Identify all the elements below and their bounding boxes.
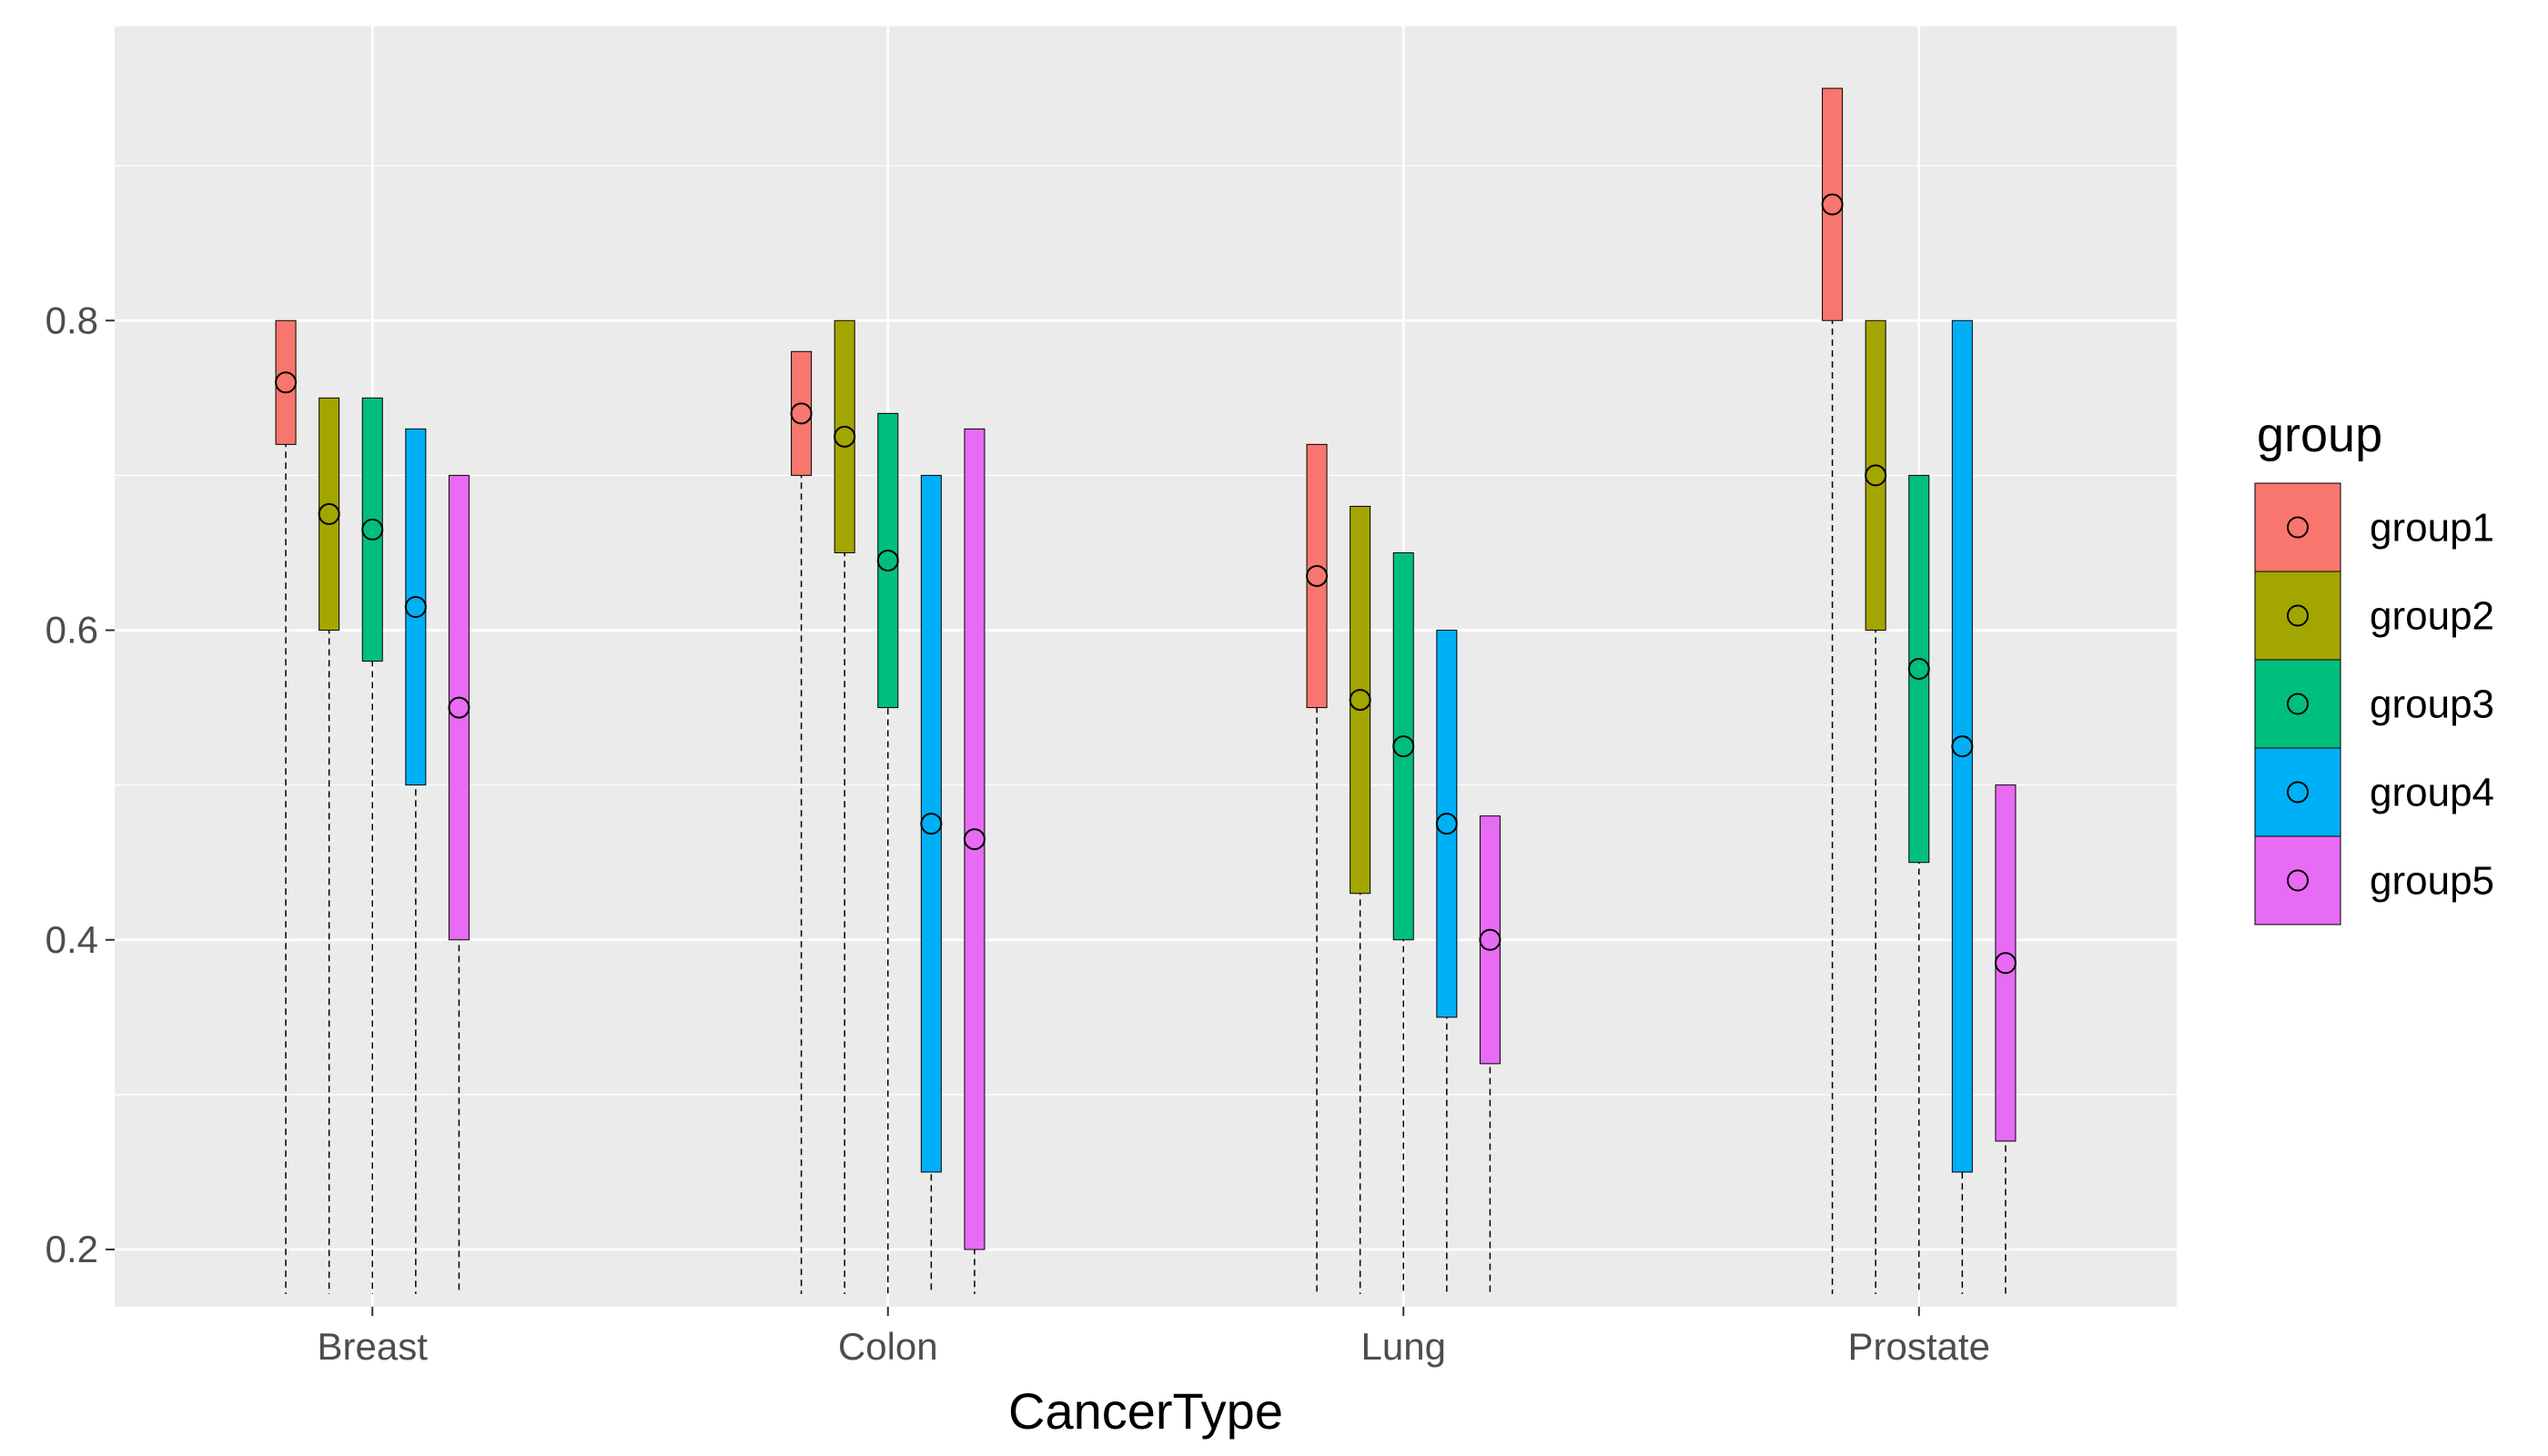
crossbar-group4-Colon (920, 474, 942, 1173)
crossbar-group3-Colon (877, 412, 899, 709)
y-tick-label: 0.2 (46, 1228, 98, 1270)
crossbar-group3-Prostate (1908, 474, 1930, 864)
y-axis: 0.2 0.4 0.6 0.8 (46, 298, 115, 1270)
crossbar-group2-Prostate (1865, 319, 1886, 632)
point-group2-Lung (1349, 689, 1371, 712)
crossbar-group2-Breast (318, 397, 340, 632)
legend-key-group1 (2254, 482, 2341, 572)
crossbar-group4-Prostate (1951, 319, 1973, 1173)
legend-key-group3 (2254, 659, 2341, 749)
legend: group group1 group2 group3 group4 group5 (2254, 408, 2494, 925)
x-tick-label: Breast (318, 1325, 429, 1368)
midpoints (275, 193, 2017, 975)
crossbar-group5-Lung (1479, 815, 1501, 1065)
point-group2-Breast (318, 502, 340, 525)
point-group4-Lung (1435, 813, 1458, 835)
crossbar-group5-Breast (448, 474, 470, 941)
crossbar-group1-Lung (1306, 443, 1328, 709)
crossbar-group1-Colon (791, 350, 813, 476)
point-group1-Colon (790, 402, 813, 425)
x-tick-label: Prostate (1848, 1325, 1990, 1368)
point-group4-Breast (404, 595, 427, 618)
legend-point-group3 (2287, 693, 2309, 715)
crossbar-group1-Breast (275, 319, 297, 445)
point-group4-Prostate (1951, 735, 1974, 758)
crossbar-group2-Lung (1350, 505, 1371, 895)
point-group2-Colon (834, 425, 856, 448)
crossbar-group3-Lung (1392, 551, 1414, 941)
crossbar-group3-Breast (361, 397, 383, 662)
legend-label-group1: group1 (2370, 506, 2494, 551)
x-tick-label: Lung (1361, 1325, 1446, 1368)
legend-label-group5: group5 (2370, 859, 2494, 904)
legend-items: group1 group2 group3 group4 group5 (2254, 482, 2494, 925)
legend-key-group5 (2254, 835, 2341, 925)
point-group5-Prostate (1994, 952, 2017, 975)
x-axis: Breast Colon Lung Prostate (318, 1307, 1990, 1368)
y-tick-label: 0.4 (46, 918, 98, 961)
point-group3-Breast (361, 518, 384, 541)
point-group3-Lung (1392, 735, 1415, 758)
x-tick-label: Colon (838, 1325, 938, 1368)
point-group5-Lung (1479, 928, 1502, 951)
crossbar-group2-Colon (834, 319, 855, 553)
legend-point-group5 (2287, 869, 2309, 892)
legend-point-group4 (2287, 781, 2309, 804)
crossbar-group1-Prostate (1822, 87, 1844, 321)
legend-label-group3: group3 (2370, 682, 2494, 727)
point-group3-Prostate (1907, 658, 1930, 681)
point-group4-Colon (920, 813, 943, 835)
legend-key-group4 (2254, 747, 2341, 837)
crossbar-group4-Breast (405, 428, 427, 786)
crossbars (275, 87, 2017, 1250)
point-group1-Breast (275, 371, 298, 394)
point-group1-Prostate (1821, 193, 1844, 216)
legend-title: group (2257, 408, 2382, 462)
crossbar-group4-Lung (1436, 630, 1458, 1018)
crossbar-group5-Prostate (1995, 784, 2017, 1142)
legend-key-group2 (2254, 571, 2341, 661)
point-group3-Colon (876, 549, 899, 571)
crossbar-group5-Colon (964, 428, 986, 1250)
point-group5-Breast (448, 696, 470, 719)
legend-label-group4: group4 (2370, 771, 2494, 815)
y-tick-label: 0.8 (46, 298, 98, 341)
point-group1-Lung (1306, 564, 1329, 587)
legend-point-group1 (2287, 516, 2309, 539)
x-axis-title: CancerType (1008, 1382, 1283, 1440)
y-tick-label: 0.6 (46, 609, 98, 652)
legend-point-group2 (2287, 604, 2309, 627)
legend-label-group2: group2 (2370, 594, 2494, 639)
point-group2-Prostate (1865, 464, 1887, 487)
point-group5-Colon (963, 828, 986, 851)
